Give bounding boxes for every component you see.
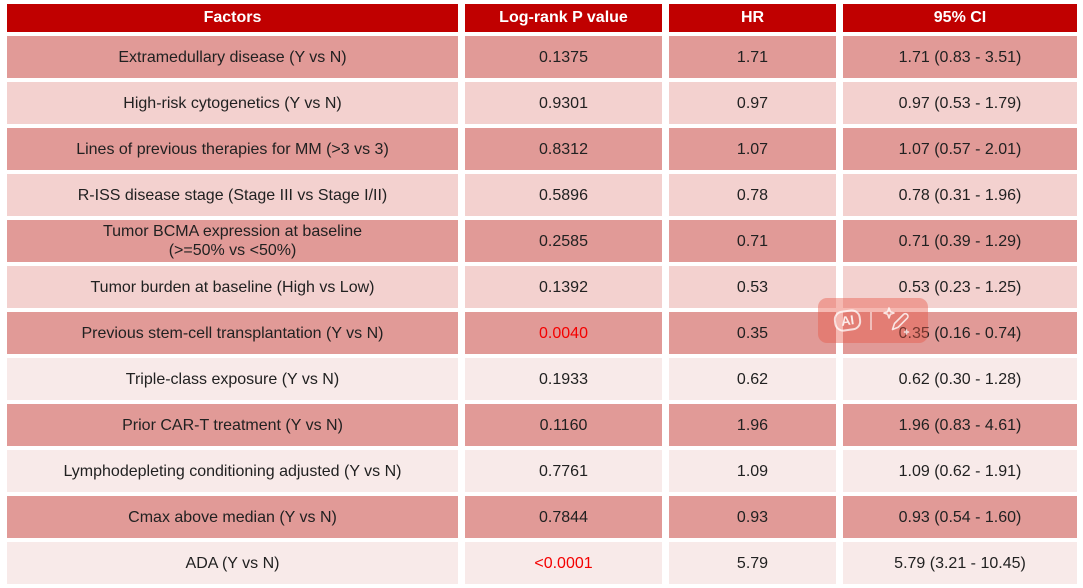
cell-p-value: 0.2585	[465, 220, 662, 262]
cell-ci: 1.96 (0.83 - 4.61)	[843, 404, 1077, 446]
col-header-ci: 95% CI	[843, 4, 1077, 32]
table-row: ADA (Y vs N) <0.0001 5.79 5.79 (3.21 - 1…	[7, 542, 1077, 584]
divider	[869, 311, 872, 330]
ai-edit-watermark-button[interactable]: AI	[818, 298, 928, 343]
table-row: Previous stem-cell transplantation (Y vs…	[7, 312, 1077, 354]
cell-p-value: 0.1375	[465, 36, 662, 78]
table-row: High-risk cytogenetics (Y vs N) 0.9301 0…	[7, 82, 1077, 124]
cell-p-value: 0.9301	[465, 82, 662, 124]
cell-p-value-significant: 0.0040	[465, 312, 662, 354]
cell-hr: 5.79	[669, 542, 836, 584]
col-header-hr: HR	[669, 4, 836, 32]
cell-factor: R-ISS disease stage (Stage III vs Stage …	[7, 174, 458, 216]
cell-factor: Triple-class exposure (Y vs N)	[7, 358, 458, 400]
cell-factor: Extramedullary disease (Y vs N)	[7, 36, 458, 78]
cell-ci: 0.93 (0.54 - 1.60)	[843, 496, 1077, 538]
cell-factor: Cmax above median (Y vs N)	[7, 496, 458, 538]
cell-factor: Lines of previous therapies for MM (>3 v…	[7, 128, 458, 170]
cell-ci: 5.79 (3.21 - 10.45)	[843, 542, 1077, 584]
cell-hr: 0.35	[669, 312, 836, 354]
cell-factor: High-risk cytogenetics (Y vs N)	[7, 82, 458, 124]
col-header-factors: Factors	[7, 4, 458, 32]
ai-badge-icon: AI	[832, 308, 862, 333]
cell-factor: Tumor burden at baseline (High vs Low)	[7, 266, 458, 308]
cell-factor: Previous stem-cell transplantation (Y vs…	[7, 312, 458, 354]
cell-hr: 0.97	[669, 82, 836, 124]
cell-hr: 1.07	[669, 128, 836, 170]
header-row: Factors Log-rank P value HR 95% CI	[7, 4, 1077, 32]
cell-p-value: 0.7761	[465, 450, 662, 492]
cell-p-value: 0.1160	[465, 404, 662, 446]
table-row: Extramedullary disease (Y vs N) 0.1375 1…	[7, 36, 1077, 78]
cell-hr: 0.53	[669, 266, 836, 308]
cell-hr: 1.71	[669, 36, 836, 78]
cell-p-value: 0.1933	[465, 358, 662, 400]
cell-hr: 0.93	[669, 496, 836, 538]
table-row: Lines of previous therapies for MM (>3 v…	[7, 128, 1077, 170]
cell-factor: Lymphodepleting conditioning adjusted (Y…	[7, 450, 458, 492]
cell-factor: Tumor BCMA expression at baseline (>=50%…	[7, 220, 458, 262]
cell-ci: 0.78 (0.31 - 1.96)	[843, 174, 1077, 216]
magic-pen-icon	[882, 306, 909, 335]
table-row: Lymphodepleting conditioning adjusted (Y…	[7, 450, 1077, 492]
cell-ci: 0.35 (0.16 - 0.74)	[843, 312, 1077, 354]
cell-ci: 0.62 (0.30 - 1.28)	[843, 358, 1077, 400]
cell-hr: 1.09	[669, 450, 836, 492]
table-row: Cmax above median (Y vs N) 0.7844 0.93 0…	[7, 496, 1077, 538]
cell-p-value: 0.8312	[465, 128, 662, 170]
cell-hr: 0.62	[669, 358, 836, 400]
cell-hr: 0.78	[669, 174, 836, 216]
col-header-p-value: Log-rank P value	[465, 4, 662, 32]
cell-p-value: 0.7844	[465, 496, 662, 538]
cell-p-value: 0.5896	[465, 174, 662, 216]
cell-ci: 0.97 (0.53 - 1.79)	[843, 82, 1077, 124]
cell-factor: ADA (Y vs N)	[7, 542, 458, 584]
cell-p-value: 0.1392	[465, 266, 662, 308]
table-row: Prior CAR-T treatment (Y vs N) 0.1160 1.…	[7, 404, 1077, 446]
cell-p-value-significant: <0.0001	[465, 542, 662, 584]
table-row: Tumor burden at baseline (High vs Low) 0…	[7, 266, 1077, 308]
cell-factor: Prior CAR-T treatment (Y vs N)	[7, 404, 458, 446]
cell-ci: 1.07 (0.57 - 2.01)	[843, 128, 1077, 170]
table-row: Triple-class exposure (Y vs N) 0.1933 0.…	[7, 358, 1077, 400]
cell-ci: 0.71 (0.39 - 1.29)	[843, 220, 1077, 262]
table-row: R-ISS disease stage (Stage III vs Stage …	[7, 174, 1077, 216]
table-row: Tumor BCMA expression at baseline (>=50%…	[7, 220, 1077, 262]
cell-ci: 1.09 (0.62 - 1.91)	[843, 450, 1077, 492]
cell-hr: 1.96	[669, 404, 836, 446]
cell-ci: 0.53 (0.23 - 1.25)	[843, 266, 1077, 308]
cell-hr: 0.71	[669, 220, 836, 262]
cell-ci: 1.71 (0.83 - 3.51)	[843, 36, 1077, 78]
